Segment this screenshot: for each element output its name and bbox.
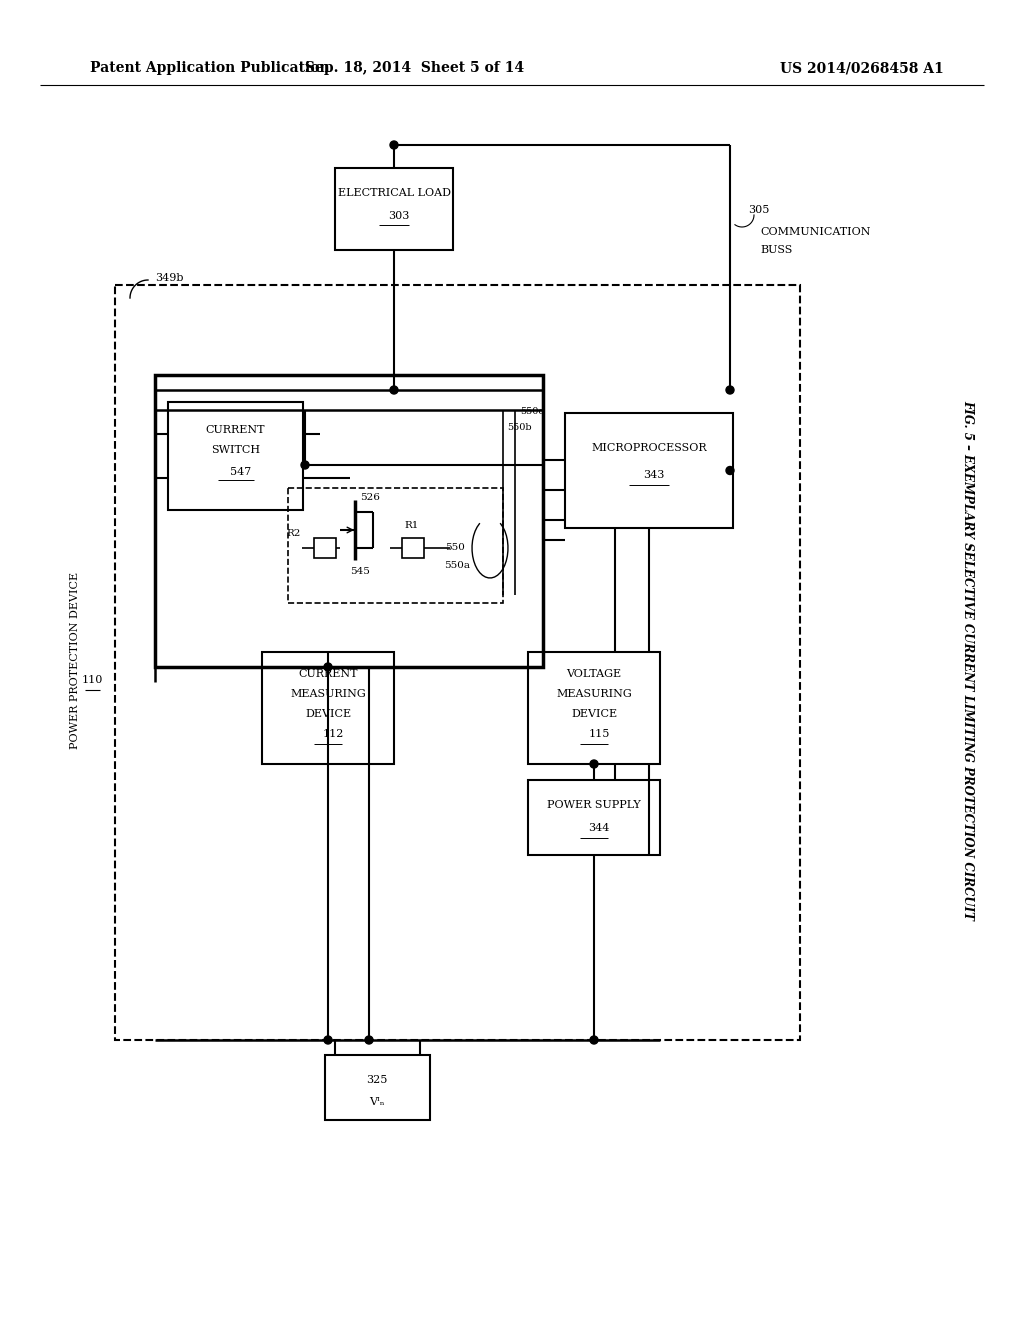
Circle shape — [301, 461, 309, 469]
Text: DEVICE: DEVICE — [571, 709, 617, 719]
Bar — [325, 1055, 430, 1119]
Text: US 2014/0268458 A1: US 2014/0268458 A1 — [780, 61, 944, 75]
Bar — [168, 403, 303, 510]
Text: 550b: 550b — [507, 424, 531, 433]
Text: DEVICE: DEVICE — [305, 709, 351, 719]
Text: SWITCH: SWITCH — [211, 445, 260, 455]
Text: 305: 305 — [748, 205, 769, 215]
Text: 550: 550 — [445, 544, 465, 553]
Text: 545: 545 — [350, 568, 370, 577]
Text: CURRENT: CURRENT — [298, 669, 357, 678]
Text: BUSS: BUSS — [760, 246, 793, 255]
Text: 344: 344 — [589, 822, 609, 833]
Circle shape — [726, 385, 734, 393]
Text: MEASURING: MEASURING — [556, 689, 632, 700]
Circle shape — [590, 760, 598, 768]
Text: 110: 110 — [81, 675, 102, 685]
Text: 115: 115 — [589, 729, 609, 739]
Circle shape — [365, 1036, 373, 1044]
Text: MICROPROCESSOR: MICROPROCESSOR — [591, 444, 707, 453]
Bar — [565, 413, 733, 528]
Bar — [314, 539, 336, 558]
Bar — [402, 539, 424, 558]
Text: 303: 303 — [388, 211, 410, 220]
Bar — [288, 488, 503, 603]
Text: 526: 526 — [360, 494, 380, 503]
Text: 325: 325 — [367, 1074, 388, 1085]
Text: Vᴵₙ: Vᴵₙ — [370, 1097, 385, 1107]
Text: COMMUNICATION: COMMUNICATION — [760, 227, 870, 238]
Text: 550a: 550a — [444, 561, 470, 569]
Bar — [262, 652, 394, 764]
Circle shape — [390, 385, 398, 393]
Circle shape — [590, 1036, 598, 1044]
Circle shape — [726, 466, 734, 474]
Text: VOLTAGE: VOLTAGE — [566, 669, 622, 678]
Circle shape — [324, 1036, 332, 1044]
Text: 349b: 349b — [155, 273, 183, 282]
Bar — [528, 652, 660, 764]
Text: FIG. 5 – EXEMPLARY SELECTIVE CURRENT LIMITING PROTECTION CIRCUIT: FIG. 5 – EXEMPLARY SELECTIVE CURRENT LIM… — [962, 400, 975, 920]
Circle shape — [390, 141, 398, 149]
Circle shape — [324, 663, 332, 671]
Text: 550c: 550c — [520, 408, 544, 417]
Bar — [335, 168, 453, 249]
Bar — [528, 780, 660, 855]
Text: POWER PROTECTION DEVICE: POWER PROTECTION DEVICE — [70, 572, 80, 748]
Text: MEASURING: MEASURING — [290, 689, 366, 700]
Text: 547: 547 — [229, 467, 251, 477]
Text: CURRENT: CURRENT — [206, 425, 265, 436]
Text: POWER SUPPLY: POWER SUPPLY — [547, 800, 641, 810]
Text: ELECTRICAL LOAD: ELECTRICAL LOAD — [338, 187, 451, 198]
Bar — [155, 375, 543, 667]
Text: Sep. 18, 2014  Sheet 5 of 14: Sep. 18, 2014 Sheet 5 of 14 — [305, 61, 524, 75]
Text: 343: 343 — [643, 470, 665, 480]
Text: 112: 112 — [323, 729, 344, 739]
Text: Patent Application Publication: Patent Application Publication — [90, 61, 330, 75]
Text: R2: R2 — [287, 528, 301, 537]
Bar — [115, 285, 800, 1040]
Text: R1: R1 — [404, 521, 419, 531]
